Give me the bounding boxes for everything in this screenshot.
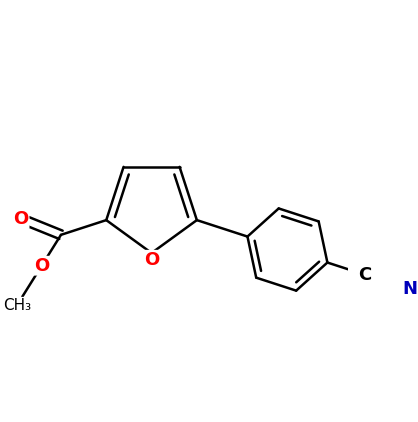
Text: O: O — [34, 257, 49, 275]
Text: N: N — [403, 280, 418, 298]
Text: O: O — [13, 210, 28, 227]
Text: C: C — [358, 265, 371, 284]
Text: O: O — [144, 251, 159, 269]
Text: CH₃: CH₃ — [3, 298, 31, 313]
